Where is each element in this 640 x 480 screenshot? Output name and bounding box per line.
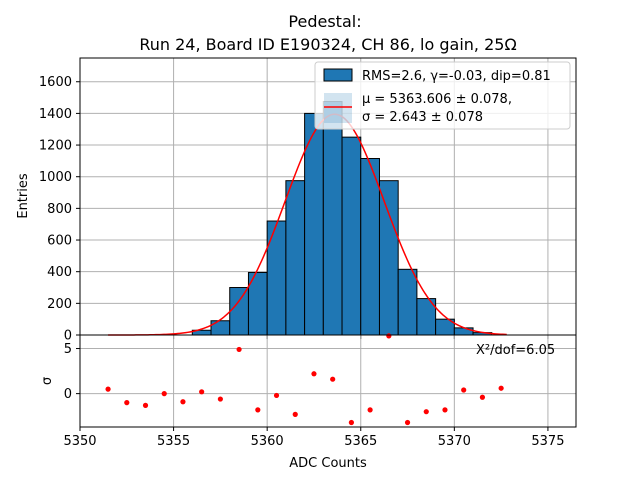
top-ytick-label-6: 1200 [39, 139, 72, 154]
residual-point-19 [461, 387, 467, 393]
bottom-xtick-label-1: 5355 [157, 434, 190, 449]
bottom-axis-ticks: 5350 5355 5360 5365 5370 5375 0 5 [63, 342, 564, 449]
residual-point-1 [124, 400, 130, 406]
x-axis-label: ADC Counts [289, 456, 367, 471]
residual-point-4 [180, 399, 186, 405]
histogram-bar-6 [210, 320, 231, 336]
chart-title-line-2: Run 24, Board ID E190324, CH 86, lo gain… [139, 35, 516, 54]
chi2-annotation: X²/dof=6.05 [476, 343, 555, 358]
residual-point-8 [255, 407, 261, 413]
histogram-bar-10 [285, 180, 306, 336]
residual-point-15 [386, 333, 392, 339]
residual-point-7 [236, 346, 242, 353]
top-ytick-label-2: 400 [47, 265, 72, 280]
residual-point-12 [330, 376, 336, 382]
top-ytick-label-0: 0 [64, 329, 72, 344]
y-axis-label-entries: Entries [16, 173, 31, 219]
residual-point-20 [479, 394, 486, 400]
top-ytick-label-5: 1000 [39, 170, 72, 185]
legend: RMS=2.6, γ=-0.03, dip=0.81 μ = 5363.606 … [314, 61, 571, 130]
top-ytick-label-8: 1600 [39, 75, 72, 90]
top-axis-ticks: 0 200 400 600 800 1000 1200 1400 1600 [39, 75, 549, 344]
y-axis-label-sigma: σ [40, 377, 55, 385]
legend-patch-fit-band [324, 93, 352, 123]
legend-label-histogram: RMS=2.6, γ=-0.03, dip=0.81 [362, 69, 551, 84]
residual-point-3 [161, 391, 167, 397]
histogram-bar-15 [378, 180, 399, 336]
bottom-xtick-label-5: 5375 [531, 434, 564, 449]
residual-point-2 [142, 402, 149, 408]
histogram-bar-12 [322, 101, 343, 336]
residual-point-9 [273, 392, 280, 399]
histogram-bar-9 [266, 220, 287, 336]
histogram-bars [191, 101, 493, 336]
histogram-bar-7 [229, 287, 249, 336]
residual-point-6 [217, 396, 223, 402]
bottom-xtick-label-2: 5360 [251, 434, 284, 449]
top-ytick-label-7: 1400 [39, 107, 72, 122]
legend-patch-histogram [323, 68, 353, 82]
bottom-ytick-label-0: 0 [64, 387, 72, 402]
residual-point-16 [404, 419, 411, 426]
residual-points [105, 333, 504, 426]
legend-box [314, 61, 571, 130]
residual-point-13 [348, 419, 354, 426]
histogram-bar-14 [360, 158, 380, 336]
residual-point-17 [423, 409, 429, 415]
bottom-ytick-label-1: 5 [64, 342, 72, 357]
bottom-xtick-label-4: 5370 [438, 434, 471, 449]
bottom-xtick-label-0: 5350 [63, 434, 96, 449]
top-ytick-label-3: 600 [47, 234, 72, 249]
residual-point-11 [311, 371, 317, 377]
legend-label-fit-mu: μ = 5363.606 ± 0.078, [362, 92, 512, 107]
residual-point-10 [292, 411, 298, 417]
histogram-bar-16 [397, 268, 418, 336]
gaussian-fit-curve [108, 113, 507, 336]
residual-point-0 [105, 386, 111, 392]
bottom-xtick-label-3: 5365 [344, 434, 377, 449]
residual-point-21 [498, 385, 504, 391]
bottom-axes-frame [79, 334, 577, 428]
legend-label-fit-sigma: σ = 2.643 ± 0.078 [362, 110, 483, 125]
histogram-bar-19 [453, 327, 474, 336]
residual-point-5 [199, 389, 205, 395]
histogram-bar-13 [341, 136, 362, 336]
residual-point-14 [367, 407, 373, 413]
residual-point-18 [442, 407, 448, 413]
chart-title-line-1: Pedestal: [288, 12, 361, 31]
top-ytick-label-1: 200 [47, 297, 72, 312]
top-ytick-label-4: 800 [47, 202, 72, 217]
